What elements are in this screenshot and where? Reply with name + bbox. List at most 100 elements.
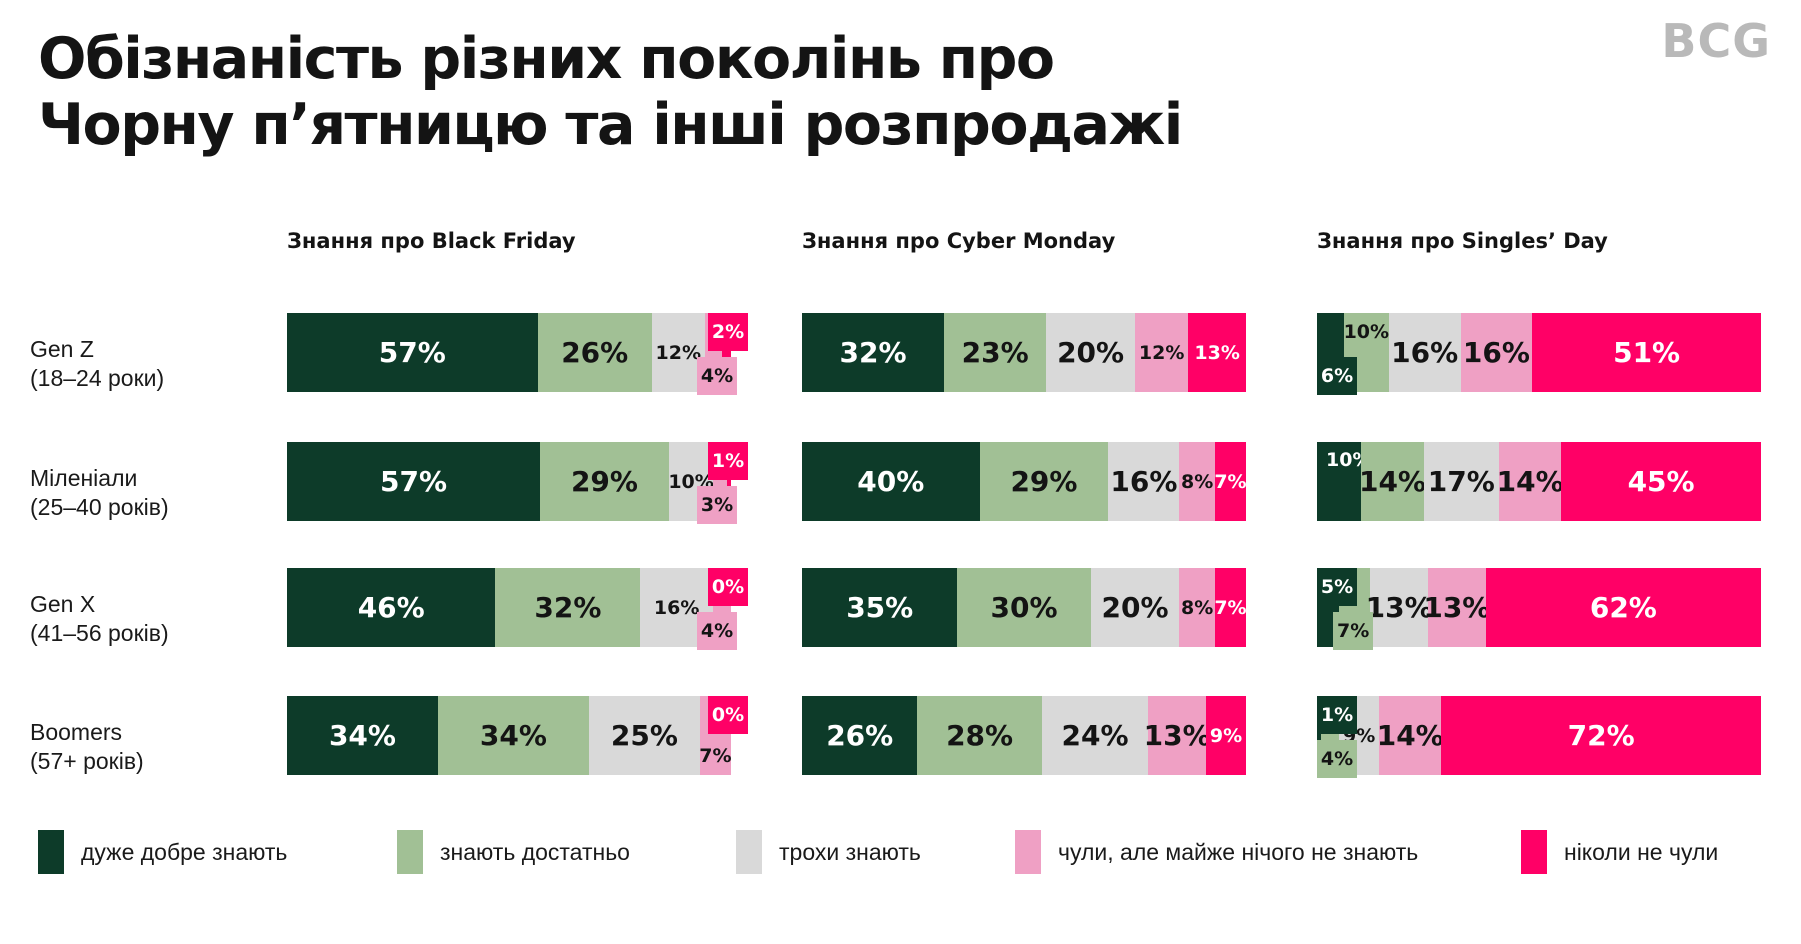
segment-label: 51% <box>1613 336 1681 369</box>
bar-segment: 7% <box>1214 442 1247 521</box>
segment-label: 32% <box>839 336 907 369</box>
segment-label: 13% <box>1143 719 1211 752</box>
segment-label: 8% <box>1181 596 1214 619</box>
legend-label: чули, але майже нічого не знають <box>1058 838 1419 865</box>
bar-segment: 26% <box>537 313 652 392</box>
segment-label: 16% <box>1110 465 1178 498</box>
row-label-line2: (25–40 років) <box>30 494 169 520</box>
bar-segment: 29% <box>540 442 669 521</box>
bar-segment: 46% <box>287 568 496 647</box>
legend-item: трохи знають <box>736 830 921 874</box>
row-label-gen-x: Gen X (41–56 років) <box>30 590 169 648</box>
callout-label: 5% <box>1317 568 1357 606</box>
segment-label: 23% <box>961 336 1029 369</box>
callout-label: 4% <box>1317 740 1357 778</box>
bar-segment: 10% <box>1317 442 1371 521</box>
segment-label: 62% <box>1589 591 1657 624</box>
bar-segment: 12% <box>651 313 705 392</box>
segment-label: 20% <box>1057 336 1125 369</box>
bar-segment: 57% <box>287 442 541 521</box>
bar-row: 57% 26% 12% 4% 2% <box>287 313 748 395</box>
segment-label: 40% <box>857 465 925 498</box>
bar-segment: 16% <box>1460 313 1533 392</box>
bar-segment: 34% <box>287 696 438 775</box>
bar-segment: 32% <box>802 313 945 392</box>
bar-segment: 23% <box>944 313 1047 392</box>
legend-item: чули, але майже нічого не знають <box>1015 830 1418 874</box>
bar-row: 57% 29% 10% 3% 1% <box>287 442 748 524</box>
segment-label: 14% <box>1376 719 1444 752</box>
row-label-line1: Міленіали <box>30 465 138 491</box>
legend-swatch <box>1015 830 1041 874</box>
bar-segment: 16% <box>1388 313 1461 392</box>
bar-segment: 14% <box>1496 442 1564 521</box>
segment-label: 29% <box>570 465 638 498</box>
bar-segment: 13% <box>1423 568 1490 647</box>
bar-segment: 14% <box>1359 442 1426 521</box>
bar-segment: 13% <box>1144 696 1211 775</box>
callout-label: 4% <box>697 612 737 650</box>
bar-row: 6% 10% 16% 16% 51% <box>1317 313 1761 395</box>
bar-row: 40% 29% 16% 8% 7% <box>802 442 1247 521</box>
segment-label: 35% <box>846 591 914 624</box>
row-label-gen-z: Gen Z (18–24 роки) <box>30 335 164 393</box>
callout-label: 3% <box>697 486 737 524</box>
legend-swatch <box>397 830 423 874</box>
bar-row: 1% 4% 9% 14% 72% <box>1317 696 1761 778</box>
segment-label: 34% <box>479 719 547 752</box>
callout-label: 1% <box>1317 696 1357 734</box>
segment-label: 12% <box>655 341 701 364</box>
segment-label: 16% <box>1391 336 1459 369</box>
segment-label: 7% <box>1214 596 1247 619</box>
bar-segment: 14% <box>1376 696 1444 775</box>
row-label-line1: Gen X <box>30 591 96 617</box>
bar-row: 46% 32% 16% 4% 0% <box>287 568 748 650</box>
bar-segment: 24% <box>1041 696 1149 775</box>
bar-row: 5% 7% 13% 13% 62% <box>1317 568 1761 650</box>
bar-segment: 8% <box>1179 442 1215 521</box>
segment-label: 26% <box>561 336 629 369</box>
legend-label: дуже добре знають <box>81 838 288 865</box>
row-label-line2: (18–24 роки) <box>30 365 165 391</box>
bar-segment: 40% <box>802 442 980 521</box>
row-label-міленіали: Міленіали (25–40 років) <box>30 464 169 522</box>
legend-label: ніколи не чули <box>1564 838 1719 865</box>
segment-label: 13% <box>1423 591 1491 624</box>
bar-segment <box>722 313 731 392</box>
legend-item: знають достатньо <box>397 830 630 874</box>
row-label-line2: (57+ років) <box>30 748 144 774</box>
bar-segment: 16% <box>1108 442 1180 521</box>
segment-label: 20% <box>1101 591 1169 624</box>
bar-row: 35% 30% 20% 8% 7% <box>802 568 1247 647</box>
segment-label: 17% <box>1427 465 1495 498</box>
panel-header-2: Знання про Singles’ Day <box>1317 229 1608 253</box>
segment-label: 57% <box>380 465 448 498</box>
legend-item: ніколи не чули <box>1521 830 1718 874</box>
segment-label: 10% <box>1326 449 1372 471</box>
segment-label: 25% <box>610 719 678 752</box>
bar-segment: 57% <box>287 313 538 392</box>
bar-segment: 29% <box>979 442 1109 521</box>
segment-label: 14% <box>1496 465 1564 498</box>
bar-segment: 45% <box>1561 442 1761 521</box>
segment-label: 13% <box>1365 591 1433 624</box>
segment-label: 45% <box>1627 465 1695 498</box>
segment-label: 24% <box>1061 719 1129 752</box>
callout-label: 0% <box>708 568 748 606</box>
bar-segment: 72% <box>1441 696 1761 775</box>
bar-segment: 34% <box>437 696 589 775</box>
legend-label: трохи знають <box>779 838 921 865</box>
segment-label: 7% <box>699 745 732 767</box>
callout-label: 1% <box>708 442 748 480</box>
bar-row: 10% 14% 17% 14% 45% <box>1317 442 1761 521</box>
bar-segment: 13% <box>1188 313 1246 392</box>
bar-segment: 8% <box>1179 568 1215 647</box>
bar-segment: 26% <box>802 696 918 775</box>
panel-header-0: Знання про Black Friday <box>287 229 576 253</box>
row-label-boomers: Boomers (57+ років) <box>30 718 144 776</box>
bar-segment <box>1317 696 1322 775</box>
segment-label: 10% <box>1343 321 1390 343</box>
page-title-line1: Обізнаність різних поколінь про <box>38 26 1055 92</box>
segment-label: 46% <box>357 591 425 624</box>
